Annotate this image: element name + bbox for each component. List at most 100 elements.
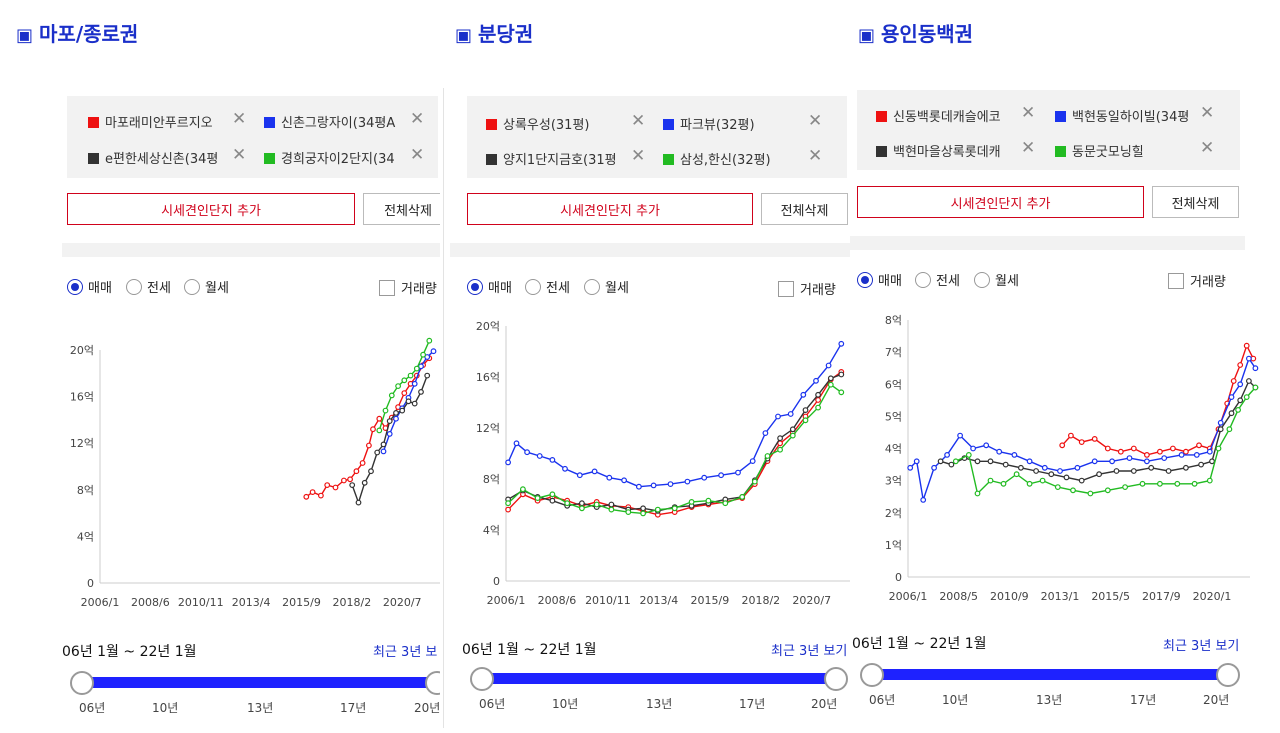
remove-icon[interactable]: ✕ [232, 145, 247, 165]
recent-3y-link[interactable]: 최근 3년 보 [373, 645, 438, 660]
period-label: 06년 1월 ~ 22년 1월 [462, 642, 597, 658]
delete-all-button[interactable]: 전체삭제 [761, 193, 848, 225]
volume-checkbox[interactable]: 거래량 [1168, 271, 1226, 290]
y-tick-label: 0 [87, 577, 94, 590]
data-point [1026, 458, 1033, 465]
remove-icon[interactable]: ✕ [1200, 103, 1215, 123]
radio-monthly[interactable]: 월세 [584, 277, 629, 296]
remove-icon[interactable]: ✕ [631, 111, 646, 131]
data-point [937, 458, 944, 465]
x-tick-label: 2010/9 [990, 590, 1029, 603]
remove-icon[interactable]: ✕ [631, 146, 646, 166]
radio-monthly[interactable]: 월세 [974, 270, 1019, 289]
range-slider-track[interactable] [82, 677, 434, 688]
data-point [671, 505, 678, 512]
range-end-handle[interactable] [1216, 663, 1240, 687]
delete-all-button[interactable]: 전체삭제 [363, 193, 440, 225]
data-point [650, 482, 657, 489]
data-point [1178, 451, 1185, 458]
data-point [789, 426, 796, 433]
x-tick-label: 2018/2 [741, 594, 780, 607]
radio-jeonse[interactable]: 전세 [915, 270, 960, 289]
series-line [507, 373, 842, 512]
data-point [1013, 471, 1020, 478]
data-point [1104, 445, 1111, 452]
remove-icon[interactable]: ✕ [808, 146, 823, 166]
data-point [1057, 468, 1063, 474]
data-point [606, 474, 613, 481]
range-start-handle[interactable] [860, 663, 884, 687]
remove-icon[interactable]: ✕ [1021, 103, 1036, 123]
radio-monthly[interactable]: 월세 [184, 277, 229, 296]
x-tick-label: 2015/9 [691, 594, 730, 607]
slider-tick: 06년 [479, 697, 506, 711]
data-point [1130, 445, 1137, 452]
data-point [1122, 484, 1129, 491]
radio-sale[interactable]: 매매 [67, 277, 112, 296]
radio-jeonse[interactable]: 전세 [525, 277, 570, 296]
data-point [813, 377, 819, 384]
black-swatch-icon [486, 154, 497, 165]
add-complex-button[interactable]: 시세견인단지 추가 [467, 193, 753, 225]
data-point [405, 398, 412, 405]
x-tick-label: 2020/7 [792, 594, 831, 607]
recent-3y-link[interactable]: 최근 3년 보기 [771, 644, 848, 659]
range-start-handle[interactable] [70, 671, 94, 695]
radio-sale[interactable]: 매매 [857, 270, 902, 289]
data-point [534, 495, 541, 502]
remove-icon[interactable]: ✕ [410, 145, 425, 165]
remove-icon[interactable]: ✕ [410, 109, 425, 129]
legend-item: 경희궁자이2단지(34 [264, 148, 395, 167]
data-point [303, 493, 310, 500]
data-point [361, 479, 368, 486]
data-point [536, 453, 543, 459]
data-point [1191, 480, 1198, 487]
range-end-handle[interactable] [824, 667, 848, 691]
data-point [376, 427, 383, 434]
delete-all-button[interactable]: 전체삭제 [1152, 186, 1239, 218]
x-tick-label: 2015/5 [1091, 590, 1130, 603]
legend-item: 상록우성(31평) [486, 114, 590, 133]
legend-box [857, 90, 1240, 170]
slider-tick: 06년 [869, 693, 896, 707]
y-tick-label: 3억 [885, 475, 902, 488]
data-point [401, 390, 408, 396]
panel-mapo: 마포래미안푸르지오 ✕ 신촌그랑자이(34평A ✕ e편한세상신촌(34평 ✕ … [0, 0, 440, 733]
add-complex-button[interactable]: 시세견인단지 추가 [857, 186, 1144, 218]
data-point [1074, 464, 1081, 471]
data-point [777, 446, 784, 453]
data-point [684, 478, 691, 485]
slider-tick: 10년 [942, 693, 969, 707]
volume-checkbox[interactable]: 거래량 [379, 278, 437, 297]
data-point [825, 362, 832, 369]
data-point [1063, 474, 1070, 481]
range-start-handle[interactable] [470, 667, 494, 691]
blue-swatch-icon [663, 119, 674, 130]
divider-bar [850, 236, 1245, 250]
data-point [1206, 448, 1213, 455]
volume-checkbox[interactable]: 거래량 [778, 279, 836, 298]
y-tick-label: 0 [895, 571, 902, 584]
radio-sale[interactable]: 매매 [467, 277, 512, 296]
recent-3y-link[interactable]: 최근 3년 보기 [1163, 639, 1240, 654]
remove-icon[interactable]: ✕ [808, 111, 823, 131]
data-point [1174, 480, 1181, 487]
region-title-bundang: ▣ 분당권 [455, 22, 534, 46]
data-point [1196, 442, 1202, 449]
radio-jeonse[interactable]: 전세 [126, 277, 171, 296]
data-point [705, 497, 712, 504]
add-complex-button[interactable]: 시세견인단지 추가 [67, 193, 355, 225]
remove-icon[interactable]: ✕ [1021, 138, 1036, 158]
range-slider-track[interactable] [872, 669, 1228, 680]
remove-icon[interactable]: ✕ [232, 109, 247, 129]
remove-icon[interactable]: ✕ [1200, 138, 1215, 158]
range-slider-track[interactable] [482, 673, 836, 684]
radio-dot-icon [467, 278, 483, 295]
radio-dot-icon [584, 278, 600, 295]
data-point [376, 415, 383, 422]
region-title-yongin: ▣ 용인동백권 [858, 22, 974, 46]
data-point [1078, 477, 1085, 484]
slider-tick: 13년 [247, 701, 274, 715]
range-end-handle[interactable] [425, 671, 440, 695]
data-point [1017, 464, 1024, 471]
